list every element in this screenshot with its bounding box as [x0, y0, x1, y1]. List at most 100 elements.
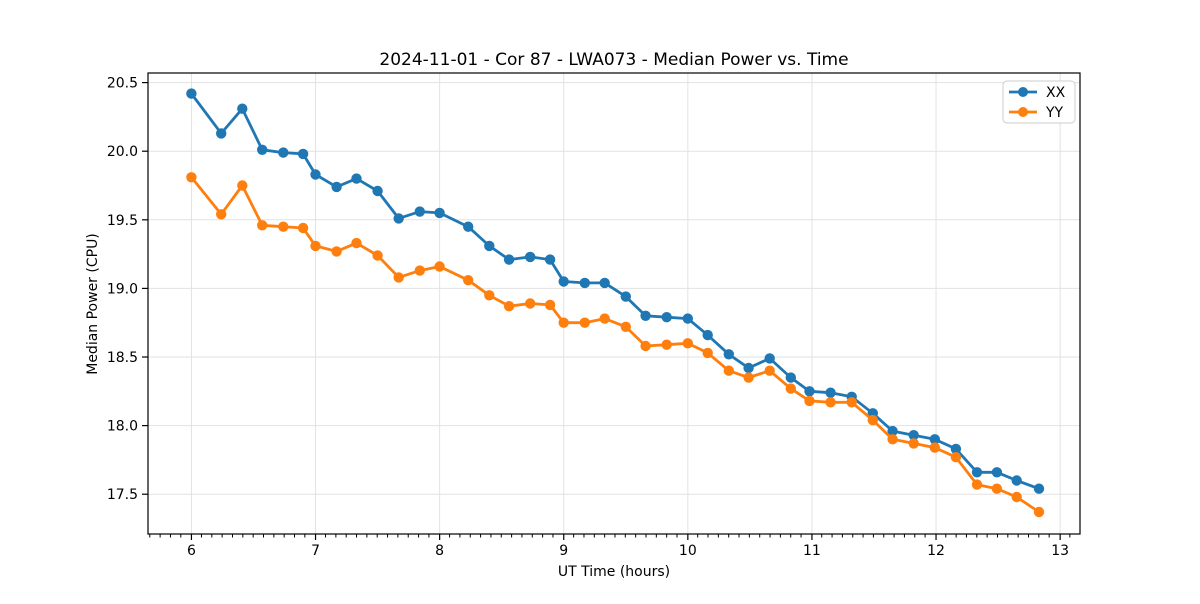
data-point-xx — [351, 173, 362, 184]
data-point-yy — [846, 397, 857, 408]
y-tick-label: 20.0 — [107, 144, 138, 160]
data-point-yy — [351, 237, 362, 249]
data-point-xx — [463, 221, 474, 232]
data-point-yy — [620, 321, 631, 332]
data-point-xx — [393, 213, 404, 224]
data-point-yy — [825, 397, 836, 408]
data-point-xx — [484, 240, 495, 252]
data-point-yy — [743, 372, 754, 383]
x-axis-label: UT Time (hours) — [558, 564, 670, 580]
x-tick-label: 12 — [927, 543, 945, 559]
data-point-yy — [331, 246, 342, 257]
axes-frame — [147, 72, 1081, 535]
legend-marker-xx — [1018, 87, 1028, 97]
data-point-xx — [764, 353, 775, 364]
data-point-xx — [682, 313, 693, 324]
data-point-yy — [414, 265, 425, 276]
data-point-yy — [558, 317, 569, 328]
y-tick-label: 19.5 — [107, 213, 138, 229]
data-point-xx — [434, 207, 445, 219]
data-point-yy — [1011, 491, 1022, 503]
data-point-xx — [702, 329, 713, 341]
data-point-xx — [544, 254, 556, 265]
data-point-xx — [804, 386, 815, 397]
data-point-xx — [950, 443, 962, 455]
data-point-yy — [237, 180, 248, 191]
y-tick-label: 20.5 — [107, 76, 138, 92]
data-point-xx — [331, 181, 342, 193]
data-point-yy — [908, 438, 919, 449]
data-point-xx — [661, 312, 672, 323]
data-point-xx — [558, 276, 569, 287]
y-tick-label: 18.0 — [107, 419, 138, 435]
x-tick-label: 7 — [311, 543, 320, 559]
data-point-yy — [804, 395, 815, 407]
data-point-yy — [310, 240, 321, 252]
data-point-yy — [434, 261, 445, 272]
legend-label-xx: XX — [1046, 85, 1066, 101]
data-point-xx — [640, 310, 651, 321]
data-point-yy — [661, 339, 672, 350]
data-point-xx — [1033, 483, 1045, 494]
data-point-yy — [764, 365, 775, 376]
data-point-yy — [463, 275, 474, 286]
data-point-yy — [887, 434, 898, 445]
data-point-xx — [971, 467, 983, 478]
x-tick-label: 6 — [187, 543, 196, 559]
data-point-yy — [682, 338, 693, 349]
data-point-yy — [297, 222, 309, 234]
data-point-xx — [414, 206, 425, 217]
x-tick-label: 9 — [559, 543, 568, 559]
data-point-yy — [484, 290, 495, 301]
data-point-yy — [393, 272, 404, 283]
data-point-yy — [867, 414, 878, 426]
legend: XX YY — [1002, 80, 1076, 124]
data-point-yy — [950, 452, 962, 463]
data-point-yy — [278, 221, 289, 232]
data-point-xx — [310, 169, 321, 180]
data-point-yy — [971, 479, 983, 490]
data-point-xx — [579, 277, 590, 289]
data-point-xx — [186, 88, 197, 99]
y-tick-label: 17.5 — [107, 487, 138, 503]
data-point-xx — [991, 467, 1003, 478]
data-point-yy — [544, 299, 556, 311]
data-point-yy — [991, 483, 1003, 494]
data-point-yy — [640, 340, 651, 352]
data-point-yy — [257, 220, 268, 231]
legend-marker-yy — [1018, 107, 1028, 117]
data-point-yy — [599, 313, 610, 324]
grid-layer — [148, 73, 1080, 534]
x-tick-label: 13 — [1051, 543, 1069, 559]
data-point-yy — [723, 365, 734, 376]
data-point-xx — [908, 430, 919, 441]
data-point-xx — [743, 362, 754, 374]
x-tick-label: 8 — [435, 543, 444, 559]
data-point-yy — [372, 250, 383, 261]
y-tick-label: 18.5 — [107, 350, 138, 366]
data-point-xx — [723, 349, 734, 360]
data-point-xx — [297, 148, 309, 160]
data-point-yy — [579, 317, 590, 328]
tick-layer: 6 7 8 9 10 11 12 13 17.5 18.0 18.5 19.0 19.5 20.0 20.5 — [107, 76, 1071, 559]
series-layer — [186, 88, 1045, 518]
data-point-yy — [216, 209, 227, 220]
legend-label-yy: YY — [1045, 105, 1064, 121]
data-point-xx — [237, 103, 248, 114]
data-point-xx — [785, 372, 796, 383]
data-point-xx — [503, 254, 515, 265]
x-tick-label: 10 — [679, 543, 697, 559]
data-point-xx — [825, 387, 836, 398]
x-tick-label: 11 — [803, 543, 821, 559]
data-point-xx — [525, 251, 536, 263]
data-point-xx — [599, 277, 610, 289]
data-point-xx — [1011, 475, 1022, 486]
data-point-xx — [929, 434, 940, 445]
data-point-xx — [278, 147, 289, 158]
data-point-yy — [929, 442, 940, 453]
data-point-yy — [1033, 506, 1045, 518]
data-point-xx — [620, 291, 631, 302]
data-point-xx — [887, 425, 898, 437]
